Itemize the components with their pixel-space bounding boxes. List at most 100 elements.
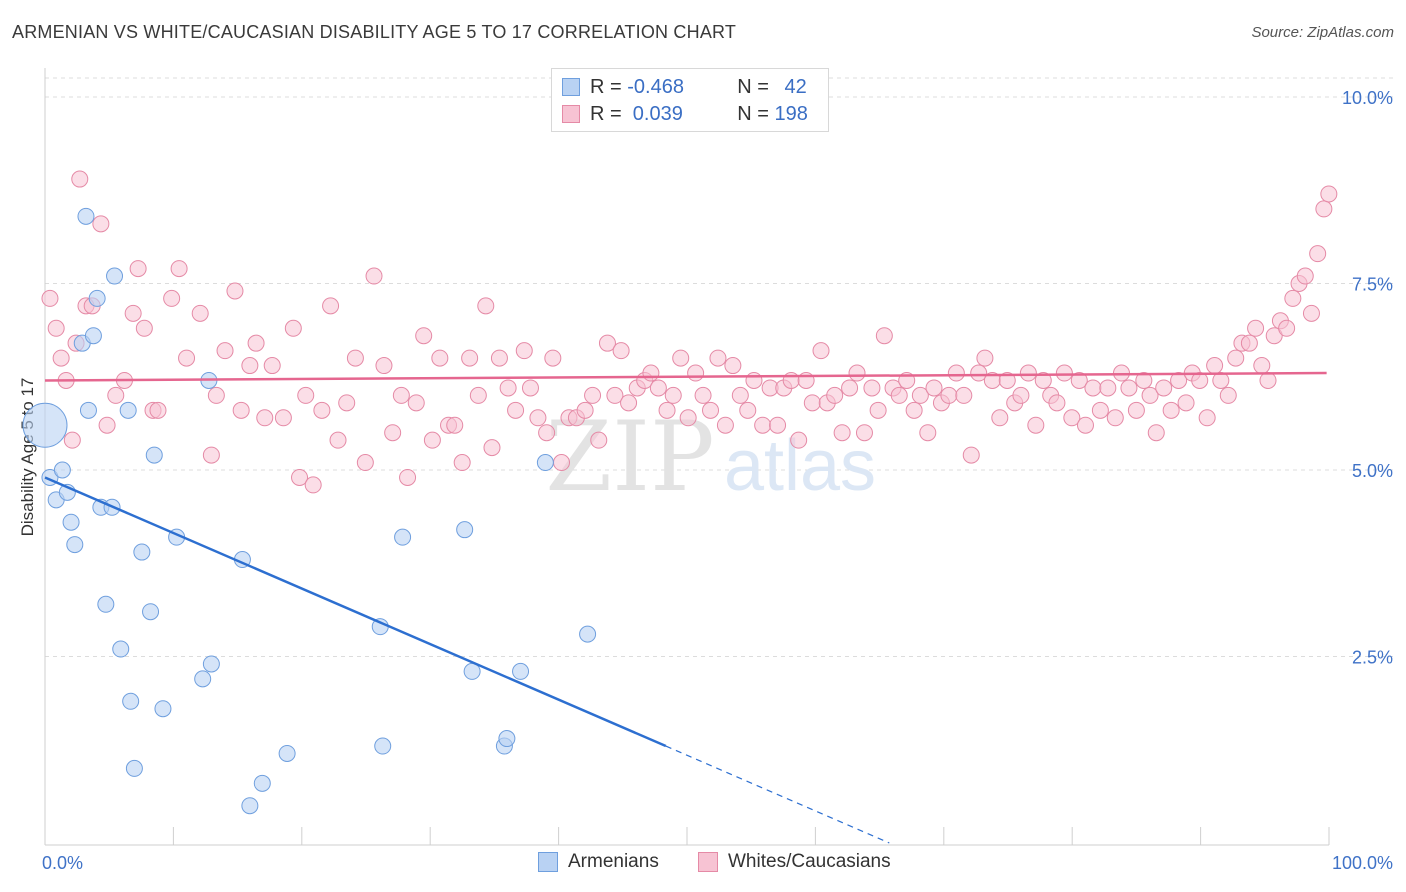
white-caucasian-point <box>576 401 594 419</box>
white-caucasian-point <box>415 327 433 345</box>
white-caucasian-point <box>490 349 508 367</box>
white-caucasian-point <box>1198 409 1216 427</box>
white-caucasian-point <box>754 416 772 434</box>
white-caucasian-point <box>724 357 742 375</box>
white-caucasian-point <box>1135 371 1153 389</box>
armenian-point <box>119 401 137 419</box>
white-caucasian-point <box>709 349 727 367</box>
armenian-point <box>512 662 530 680</box>
white-caucasian-point <box>477 297 495 315</box>
armenian-point <box>106 267 124 285</box>
source-label: Source: ZipAtlas.com <box>1251 24 1394 41</box>
white-caucasian-point <box>124 304 142 322</box>
armenian-point <box>84 327 102 345</box>
white-caucasian-point <box>483 439 501 457</box>
white-caucasian-point <box>356 454 374 472</box>
legend-n-value-whites: 198 <box>774 102 808 125</box>
white-caucasian-point <box>848 364 866 382</box>
armenian-point <box>97 595 115 613</box>
white-caucasian-point <box>1170 371 1188 389</box>
white-caucasian-point <box>461 349 479 367</box>
white-caucasian-point <box>1191 371 1209 389</box>
white-caucasian-point <box>515 342 533 360</box>
white-caucasian-point <box>1012 386 1030 404</box>
white-caucasian-point <box>1027 416 1045 434</box>
bottom-legend-label-whites: Whites/Caucasians <box>728 851 891 872</box>
white-caucasian-point <box>304 476 322 494</box>
white-caucasian-point <box>1296 267 1314 285</box>
white-caucasian-point <box>226 282 244 300</box>
white-caucasian-point <box>598 334 616 352</box>
white-caucasian-point <box>149 401 167 419</box>
white-caucasian-point <box>384 424 402 442</box>
white-caucasian-point <box>431 349 449 367</box>
white-caucasian-point <box>1265 327 1283 345</box>
white-caucasian-point <box>869 401 887 419</box>
white-caucasian-point <box>407 394 425 412</box>
white-caucasian-point <box>642 364 660 382</box>
white-caucasian-point <box>399 468 417 486</box>
white-caucasian-point <box>499 379 517 397</box>
white-caucasian-point <box>1162 401 1180 419</box>
white-caucasian-point <box>606 386 624 404</box>
legend-r-label-armenians: R = <box>590 75 628 98</box>
white-caucasian-point <box>679 409 697 427</box>
armenian-point <box>374 737 392 755</box>
white-caucasian-point <box>129 260 147 278</box>
white-caucasian-point <box>731 386 749 404</box>
white-caucasian-point <box>63 431 81 449</box>
armenian-point <box>22 402 68 448</box>
white-caucasian-point <box>833 424 851 442</box>
white-caucasian-point <box>1284 289 1302 307</box>
white-caucasian-point <box>507 401 525 419</box>
white-caucasian-point <box>216 342 234 360</box>
white-caucasian-point <box>716 416 734 434</box>
white-caucasian-point <box>1063 409 1081 427</box>
x-tick-label: 0.0% <box>42 853 83 873</box>
white-caucasian-point <box>590 431 608 449</box>
white-caucasian-point <box>1278 319 1296 337</box>
white-caucasian-point <box>672 349 690 367</box>
armenian-point <box>122 692 140 710</box>
armenian-point <box>241 797 259 815</box>
white-caucasian-point <box>1177 394 1195 412</box>
white-caucasian-point <box>1155 379 1173 397</box>
white-caucasian-point <box>905 401 923 419</box>
white-caucasian-point <box>47 319 65 337</box>
white-caucasian-point <box>453 454 471 472</box>
white-caucasian-point <box>107 386 125 404</box>
white-caucasian-point <box>1076 416 1094 434</box>
white-caucasian-point <box>98 416 116 434</box>
white-caucasian-point <box>875 327 893 345</box>
legend-row-whites: R = 0.039 N = 198 <box>562 102 808 126</box>
armenian-point <box>394 528 412 546</box>
bottom-legend-armenians: Armenians <box>538 851 659 873</box>
white-caucasian-point <box>855 424 873 442</box>
white-caucasian-point <box>256 409 274 427</box>
white-caucasian-point <box>263 357 281 375</box>
white-caucasian-point <box>1048 394 1066 412</box>
armenian-point <box>579 625 597 643</box>
legend-n-label-whites: N = <box>737 102 775 125</box>
white-caucasian-point <box>1084 379 1102 397</box>
y-tick-label: 5.0% <box>1352 461 1393 481</box>
white-caucasian-point <box>687 364 705 382</box>
armenian-point <box>112 640 130 658</box>
white-caucasian-point <box>998 371 1016 389</box>
white-caucasian-point <box>41 289 59 307</box>
white-caucasian-point <box>52 349 70 367</box>
white-caucasian-point <box>191 304 209 322</box>
white-caucasian-point <box>553 454 571 472</box>
white-caucasian-point <box>529 409 547 427</box>
correlation-legend: R = -0.468 N = 42 R = 0.039 N = 198 <box>551 68 829 132</box>
white-caucasian-point <box>1309 245 1327 263</box>
white-caucasian-point <box>620 394 638 412</box>
white-caucasian-point <box>170 260 188 278</box>
white-caucasian-point <box>919 424 937 442</box>
white-caucasian-point <box>863 379 881 397</box>
white-caucasian-point <box>247 334 265 352</box>
chart-title: ARMENIAN VS WHITE/CAUCASIAN DISABILITY A… <box>12 22 737 42</box>
white-caucasian-point <box>365 267 383 285</box>
white-caucasian-point <box>338 394 356 412</box>
